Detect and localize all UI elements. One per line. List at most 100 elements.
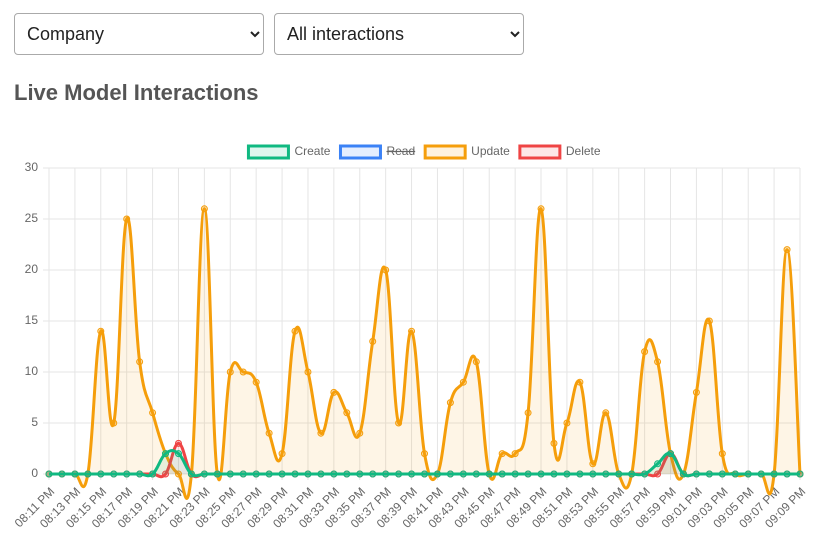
data-point <box>174 450 182 458</box>
data-point <box>149 409 157 417</box>
legend-label: Create <box>294 144 330 158</box>
data-point <box>291 327 299 335</box>
y-tick-label: 25 <box>25 211 39 225</box>
data-point <box>278 470 286 478</box>
data-point <box>446 470 454 478</box>
data-point <box>498 470 506 478</box>
data-point <box>550 439 558 447</box>
data-point <box>485 470 493 478</box>
data-point <box>123 470 131 478</box>
data-point <box>421 450 428 458</box>
data-point <box>291 470 299 478</box>
data-point <box>692 388 700 396</box>
data-point <box>667 450 675 458</box>
heading: Live Model Interactions <box>14 80 259 105</box>
legend-swatch <box>518 144 562 160</box>
data-point <box>421 470 428 478</box>
scope-select[interactable]: Company <box>14 13 264 55</box>
data-point <box>537 470 545 478</box>
data-point <box>382 266 390 274</box>
data-point <box>187 470 195 478</box>
data-point <box>304 368 312 376</box>
data-point <box>576 470 584 478</box>
data-point <box>343 470 351 478</box>
legend-label: Update <box>471 144 510 158</box>
data-point <box>641 348 649 356</box>
series-area <box>49 208 800 499</box>
data-point <box>123 215 131 223</box>
data-point <box>433 470 441 478</box>
data-point <box>174 439 182 447</box>
y-tick-label: 10 <box>25 364 39 378</box>
data-point <box>110 419 118 427</box>
data-point <box>628 470 636 478</box>
filter-select[interactable]: All interactions <box>274 13 524 55</box>
data-point <box>537 205 545 213</box>
data-point <box>252 378 260 386</box>
data-point <box>304 470 312 478</box>
data-point <box>239 368 247 376</box>
data-point <box>330 470 338 478</box>
data-point <box>382 470 390 478</box>
data-point <box>226 368 234 376</box>
data-point <box>239 470 247 478</box>
data-point <box>459 378 467 386</box>
data-point <box>136 470 144 478</box>
data-point <box>45 470 53 478</box>
data-point <box>369 337 377 345</box>
series-line <box>49 449 800 478</box>
data-point <box>356 470 364 478</box>
legend-swatch <box>338 144 382 160</box>
data-point <box>317 429 325 437</box>
data-point <box>226 470 234 478</box>
data-point <box>615 470 623 478</box>
y-tick-label: 30 <box>25 160 39 174</box>
data-point <box>524 409 532 417</box>
data-point <box>408 470 416 478</box>
data-point <box>149 470 157 478</box>
data-point <box>563 419 571 427</box>
legend-swatch <box>246 144 290 160</box>
data-point <box>369 470 377 478</box>
y-tick-label: 15 <box>25 313 39 327</box>
data-point <box>343 409 351 417</box>
data-point <box>692 470 700 478</box>
data-point <box>71 470 79 478</box>
data-point <box>550 470 558 478</box>
data-point <box>705 317 713 325</box>
data-point <box>770 470 778 478</box>
data-point <box>744 470 752 478</box>
data-point <box>395 470 403 478</box>
data-point <box>511 450 519 458</box>
data-point <box>356 429 364 437</box>
data-point <box>317 470 325 478</box>
data-point <box>110 470 118 478</box>
data-point <box>97 470 105 478</box>
legend-label: Read <box>386 144 415 158</box>
data-point <box>395 419 403 427</box>
data-point <box>265 429 273 437</box>
y-tick-label: 20 <box>25 262 39 276</box>
data-point <box>252 470 260 478</box>
data-point <box>796 470 804 478</box>
data-point <box>718 470 726 478</box>
data-point <box>589 460 597 468</box>
data-point <box>265 470 273 478</box>
data-point <box>654 460 662 468</box>
data-point <box>511 470 519 478</box>
data-point <box>330 388 338 396</box>
data-point <box>200 205 208 213</box>
data-point <box>783 246 791 254</box>
data-point <box>602 409 610 417</box>
data-point <box>602 470 610 478</box>
data-point <box>524 470 532 478</box>
data-point <box>472 358 480 366</box>
data-point <box>705 470 713 478</box>
data-point <box>783 470 791 478</box>
y-tick-label: 5 <box>31 415 38 429</box>
data-point <box>58 470 66 478</box>
data-point <box>641 470 649 478</box>
y-tick-label: 0 <box>31 466 38 480</box>
